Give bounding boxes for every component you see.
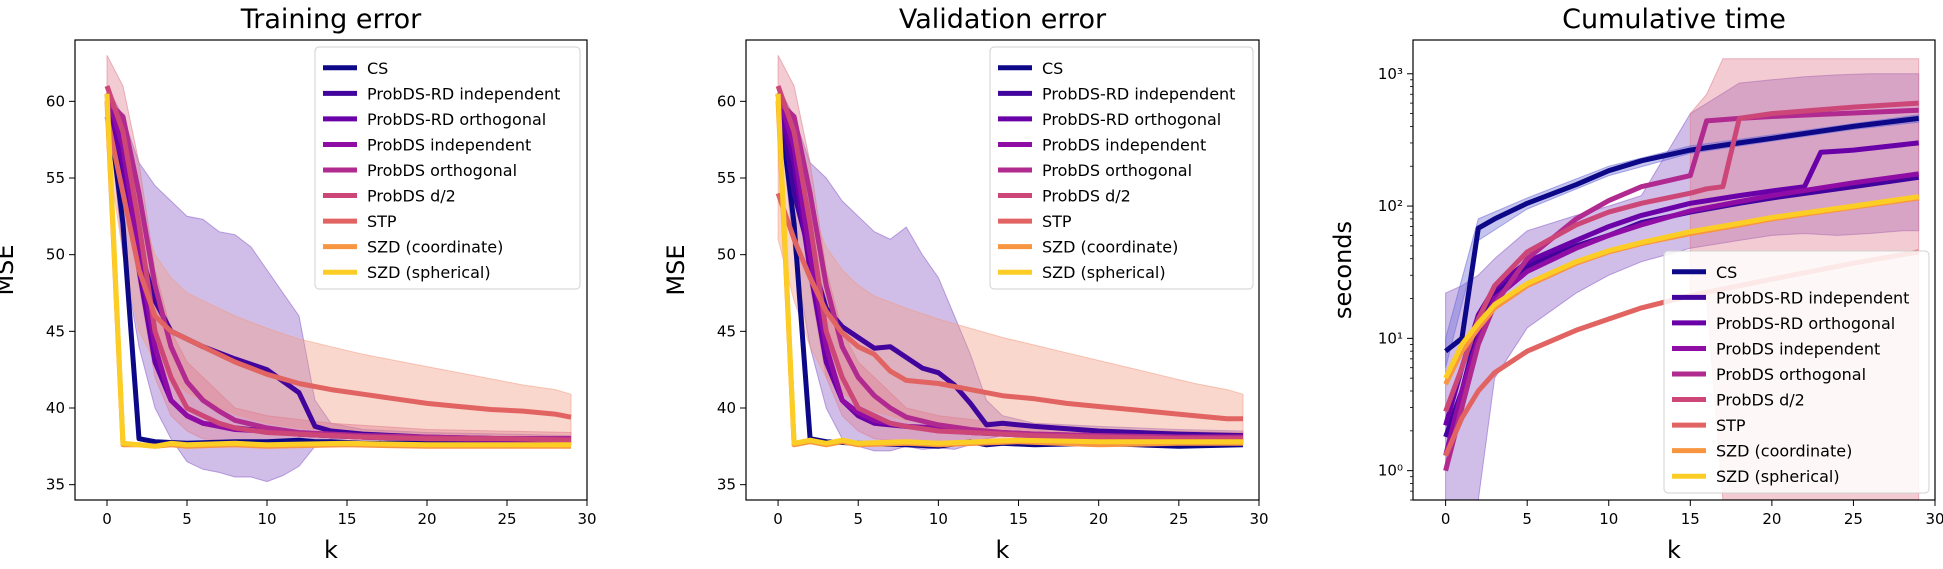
legend-box (989, 46, 1254, 290)
y-tick-label: 55 (717, 169, 736, 187)
x-tick-label: 25 (1169, 510, 1188, 528)
x-tick-label: 20 (1089, 510, 1108, 528)
legend-label: ProbDS-RD independent (367, 84, 560, 103)
legend-label: ProbDS-RD orthogonal (1716, 314, 1895, 333)
legend: CS ProbDS-RD independent ProbDS-RD orthogo… (314, 46, 581, 290)
x-tick-label: 0 (102, 510, 112, 528)
x-tick-label: 30 (577, 510, 596, 528)
y-tick-label: 10² (1378, 197, 1403, 215)
legend-label: ProbDS-RD orthogonal (367, 110, 546, 129)
x-tick-label: 0 (773, 510, 783, 528)
legend-label: SZD (coordinate) (367, 238, 503, 257)
legend-label: SZD (spherical) (1042, 263, 1166, 282)
series-line (775, 192, 1243, 422)
axes-frame (745, 39, 1260, 501)
x-tick-label: 20 (1762, 510, 1781, 528)
legend-label: STP (367, 212, 397, 231)
y-tick-label: 10³ (1378, 65, 1403, 83)
confidence-band (1445, 114, 1920, 368)
x-tick-label: 25 (1844, 510, 1863, 528)
legend-box (314, 46, 581, 290)
y-tick-label: 40 (46, 399, 65, 417)
legend-label: ProbDS d/2 (1716, 391, 1805, 410)
legend: CS ProbDS-RD independent ProbDS-RD orthogo… (989, 46, 1254, 290)
plot-area (775, 55, 1244, 452)
y-tick-label: 55 (46, 169, 65, 187)
legend-label: ProbDS orthogonal (1716, 365, 1866, 384)
series-line (1443, 100, 1919, 413)
series-line (1444, 115, 1920, 354)
legend-label: SZD (coordinate) (1042, 238, 1178, 257)
y-tick-label: 45 (46, 322, 65, 340)
legend-label: STP (1042, 212, 1072, 231)
y-tick-label: 60 (717, 92, 736, 110)
legend-label: ProbDS orthogonal (367, 161, 517, 180)
x-tick-label: 30 (1925, 510, 1943, 528)
series-line (104, 116, 572, 420)
y-tick-label: 35 (717, 476, 736, 494)
x-axis-label: k (1667, 536, 1681, 564)
x-tick-label: 5 (853, 510, 863, 528)
y-axis-label: MSE (662, 244, 690, 295)
x-axis-label: k (324, 536, 338, 564)
chart-panel-1: Training error k MSE 0 5 10 15 20 25 30 35 40 45 50 55… (0, 4, 597, 564)
chart-title: Cumulative time (1562, 4, 1786, 35)
legend-label: ProbDS orthogonal (1042, 161, 1192, 180)
legend-label: SZD (spherical) (1716, 467, 1840, 486)
legend-label: ProbDS d/2 (367, 187, 456, 206)
y-axis-label: seconds (1329, 221, 1357, 319)
x-tick-label: 5 (1522, 510, 1532, 528)
y-tick-label: 40 (717, 399, 736, 417)
chart-title: Validation error (899, 4, 1107, 35)
legend-label: CS (1716, 263, 1737, 282)
x-tick-label: 15 (1009, 510, 1028, 528)
legend-box (1663, 250, 1930, 494)
legend: CS ProbDS-RD independent ProbDS-RD orthogo… (1663, 250, 1930, 494)
series-line (775, 93, 1243, 446)
y-tick-label: 50 (717, 246, 736, 264)
legend-label: ProbDS-RD orthogonal (1042, 110, 1221, 129)
x-axis-label: k (996, 536, 1010, 564)
x-tick-label: 0 (1441, 510, 1451, 528)
legend-label: ProbDS d/2 (1042, 187, 1131, 206)
legend-label: ProbDS independent (1716, 339, 1880, 358)
legend-label: SZD (spherical) (367, 263, 491, 282)
x-tick-label: 20 (417, 510, 436, 528)
x-tick-label: 10 (1599, 510, 1618, 528)
chart-title: Training error (240, 4, 422, 35)
y-tick-label: 45 (717, 322, 736, 340)
legend-label: ProbDS-RD independent (1042, 84, 1235, 103)
y-tick-label: 10¹ (1378, 329, 1403, 347)
series-line (104, 85, 572, 443)
y-tick-label: 10⁰ (1378, 462, 1403, 480)
chart-panel-3: Cumulative time k seconds 0 5 10 15 20 25 30 10⁰ 10… (1329, 4, 1943, 564)
series-line (104, 93, 571, 449)
legend-label: ProbDS independent (367, 135, 531, 154)
x-tick-label: 10 (929, 510, 948, 528)
axes-frame (74, 39, 588, 501)
x-tick-label: 25 (497, 510, 516, 528)
y-tick-label: 50 (46, 246, 65, 264)
legend-label: CS (1042, 59, 1063, 78)
x-tick-label: 15 (337, 510, 356, 528)
x-tick-label: 15 (1681, 510, 1700, 528)
x-tick-label: 5 (182, 510, 192, 528)
axes-frame (1412, 39, 1936, 501)
y-tick-label: 35 (46, 476, 65, 494)
x-tick-label: 30 (1249, 510, 1268, 528)
legend-label: ProbDS independent (1042, 135, 1206, 154)
legend-label: SZD (coordinate) (1716, 442, 1852, 461)
series-line (1443, 194, 1920, 380)
legend-label: CS (367, 59, 388, 78)
legend-label: STP (1716, 416, 1746, 435)
series-line (775, 85, 1243, 442)
y-axis-label: MSE (0, 244, 19, 295)
chart-panel-2: Validation error k MSE 0 5 10 15 20 25 30 35 40 45 50… (662, 4, 1269, 564)
plot-area (104, 55, 572, 483)
legend-label: ProbDS-RD independent (1716, 288, 1909, 307)
y-tick-label: 60 (46, 92, 65, 110)
x-tick-label: 10 (257, 510, 276, 528)
